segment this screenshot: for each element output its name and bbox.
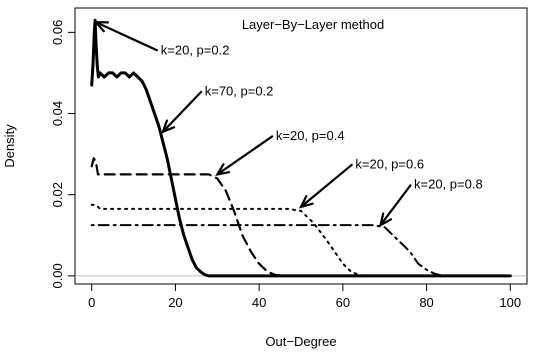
y-tick-label: 0.02 xyxy=(50,182,65,207)
x-tick-label: 80 xyxy=(419,295,433,310)
x-tick-label: 60 xyxy=(336,295,350,310)
annotation-arrowhead xyxy=(161,119,176,134)
annotation-label: k=20, p=0.6 xyxy=(355,156,424,171)
annotation-arrowhead xyxy=(93,21,110,33)
x-axis-title: Out−Degree xyxy=(265,334,336,349)
series-layer xyxy=(90,18,512,278)
annotation-label: k=70, p=0.2 xyxy=(205,83,274,98)
series-line-dotdash xyxy=(90,224,512,277)
chart-title: Layer−By−Layer method xyxy=(242,17,384,32)
series-line-solid xyxy=(90,18,512,278)
annotation-arrow xyxy=(162,90,203,133)
x-axis: 0 20 40 60 80 100 xyxy=(88,283,521,310)
annotation-arrowhead xyxy=(378,212,393,228)
y-tick-label: 0.00 xyxy=(50,263,65,288)
annotation-label: k=20, p=0.4 xyxy=(276,128,345,143)
y-tick-label: 0.06 xyxy=(50,20,65,45)
series-line-dashed xyxy=(90,157,512,277)
annotation-arrow xyxy=(379,183,412,226)
annotation-label: k=20, p=0.2 xyxy=(161,43,230,58)
y-tick-label: 0.04 xyxy=(50,101,65,126)
plot-frame xyxy=(74,7,528,285)
annotation-arrow xyxy=(216,135,274,176)
annotation-label: k=20, p=0.8 xyxy=(414,177,483,192)
x-tick-label: 20 xyxy=(168,295,182,310)
annotation-arrow xyxy=(300,163,354,208)
series-line-dotted xyxy=(90,203,512,277)
y-axis-title: Density xyxy=(2,124,17,168)
annotation-arrowhead xyxy=(215,163,231,176)
annotation-arrowhead xyxy=(298,195,314,209)
y-axis: 0.00 0.02 0.04 0.06 xyxy=(50,20,76,289)
annotation-layer: k=20, p=0.2 k=70, p=0.2 k=20, p=0.4 k=20, p… xyxy=(93,21,483,228)
annotation-arrow xyxy=(95,21,159,52)
x-tick-label: 40 xyxy=(252,295,266,310)
x-tick-label: 0 xyxy=(88,295,95,310)
x-tick-label: 100 xyxy=(499,295,521,310)
